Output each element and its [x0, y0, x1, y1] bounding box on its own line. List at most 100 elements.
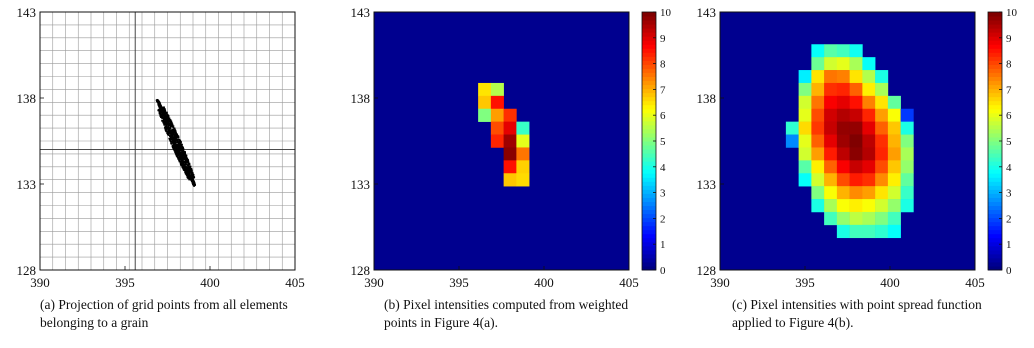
heatmap-cell — [503, 147, 517, 161]
colorbar-segment — [988, 189, 1002, 194]
colorbar-segment — [988, 173, 1002, 178]
heatmap-cell — [811, 70, 825, 84]
grain-point — [182, 167, 185, 169]
heatmap-cell — [516, 134, 530, 148]
colorbar-segment — [988, 64, 1002, 69]
colorbar-segment — [988, 145, 1002, 150]
grain-point — [168, 128, 170, 130]
colorbar-segment — [642, 44, 656, 49]
heatmap-cell — [862, 211, 876, 226]
grain-point — [192, 182, 194, 185]
grain-point — [182, 148, 184, 151]
colorbar-segment — [642, 52, 656, 57]
heatmap-cell — [836, 224, 850, 239]
grain-point — [174, 140, 176, 142]
grain-point — [171, 129, 173, 132]
heatmap-cells — [478, 82, 530, 187]
heatmap-cell — [836, 160, 850, 174]
panel-a: 390 395 400 405 128 133 138 143 (a) Projection … — [0, 0, 344, 348]
grain-point — [172, 144, 175, 146]
grain-point — [166, 123, 168, 125]
grain-point — [173, 133, 175, 136]
grain-point — [162, 110, 165, 113]
grain-point — [164, 126, 166, 128]
colorbar-segment — [988, 24, 1002, 29]
colorbar-segment — [988, 120, 1002, 126]
grain-point — [173, 131, 176, 134]
y-tick-label: 138 — [697, 91, 717, 106]
grain-point — [179, 149, 181, 152]
colorbar-tick-label: 4 — [1006, 162, 1012, 174]
colorbar-segment — [642, 173, 656, 178]
grain-point — [184, 152, 186, 154]
colorbar-tick-label: 5 — [1006, 136, 1012, 148]
colorbar-segment — [988, 237, 1002, 243]
colorbar-segment — [642, 120, 656, 126]
colorbar-segment — [642, 153, 656, 158]
colorbar-segment — [988, 80, 1002, 86]
grain-point — [182, 163, 184, 166]
heatmap-cell — [811, 95, 825, 110]
colorbar-tick-label: 6 — [1006, 110, 1012, 122]
grain-point — [177, 149, 180, 152]
plot-frame — [719, 11, 976, 271]
y-tick-label: 133 — [17, 177, 37, 192]
colorbar-segment — [642, 141, 656, 146]
grain-point — [172, 139, 175, 141]
colorbar-segment — [642, 36, 656, 41]
heatmap-cell — [836, 108, 850, 122]
colorbar-segment — [642, 249, 656, 255]
grain-point — [172, 129, 174, 131]
caption-c: (c) Pixel intensities with point spread … — [732, 297, 982, 330]
grain-point — [165, 126, 168, 128]
grain-point — [166, 117, 168, 119]
heatmap-cell — [503, 108, 517, 122]
colorbar-tick-label: 6 — [660, 110, 666, 122]
colorbar-segment — [642, 124, 656, 130]
colorbar-segment — [988, 100, 1002, 106]
grain-point — [157, 100, 160, 103]
heatmap-cell — [836, 147, 850, 161]
colorbar-segment — [642, 237, 656, 243]
colorbar-segment — [988, 185, 1002, 190]
grain-point — [180, 161, 182, 163]
heatmap-cell — [849, 121, 863, 135]
colorbar-segment — [642, 76, 656, 82]
grain-point — [184, 157, 187, 160]
colorbar-segment — [988, 16, 1002, 21]
grain-point — [193, 180, 195, 183]
heatmap-cell — [836, 121, 850, 135]
heatmap-cell — [862, 82, 876, 97]
heatmap-cell — [887, 211, 901, 226]
heatmap-cell — [824, 173, 838, 187]
grain-point — [165, 124, 168, 127]
colorbar — [988, 12, 1002, 271]
heatmap-cell — [875, 224, 889, 239]
grain-point — [188, 169, 190, 171]
colorbar-segment — [642, 104, 656, 110]
colorbar-tick-label: 10 — [660, 7, 672, 19]
grain-point — [172, 125, 175, 127]
heatmap-cell — [849, 199, 863, 213]
grain-point — [172, 126, 175, 129]
heatmap-cell — [798, 121, 812, 135]
grain-point — [173, 144, 176, 146]
colorbar-segment — [988, 88, 1002, 94]
colorbar-segment — [642, 253, 656, 259]
grain-point — [163, 107, 165, 109]
grain-point — [163, 118, 165, 120]
colorbar-segment — [642, 213, 656, 219]
grain-point — [174, 145, 176, 148]
grain-point — [164, 120, 167, 123]
colorbar-segment — [642, 201, 656, 206]
grain-point — [193, 182, 196, 185]
grain-point — [166, 130, 168, 133]
grain-point — [170, 131, 173, 133]
heatmap-cell — [824, 108, 838, 122]
heatmap-cell — [887, 95, 901, 110]
y-tick-label: 143 — [697, 5, 717, 20]
y-tick-label: 133 — [351, 177, 371, 192]
grain-point — [161, 107, 163, 110]
grain-point — [171, 126, 174, 128]
grain-point — [168, 124, 171, 127]
